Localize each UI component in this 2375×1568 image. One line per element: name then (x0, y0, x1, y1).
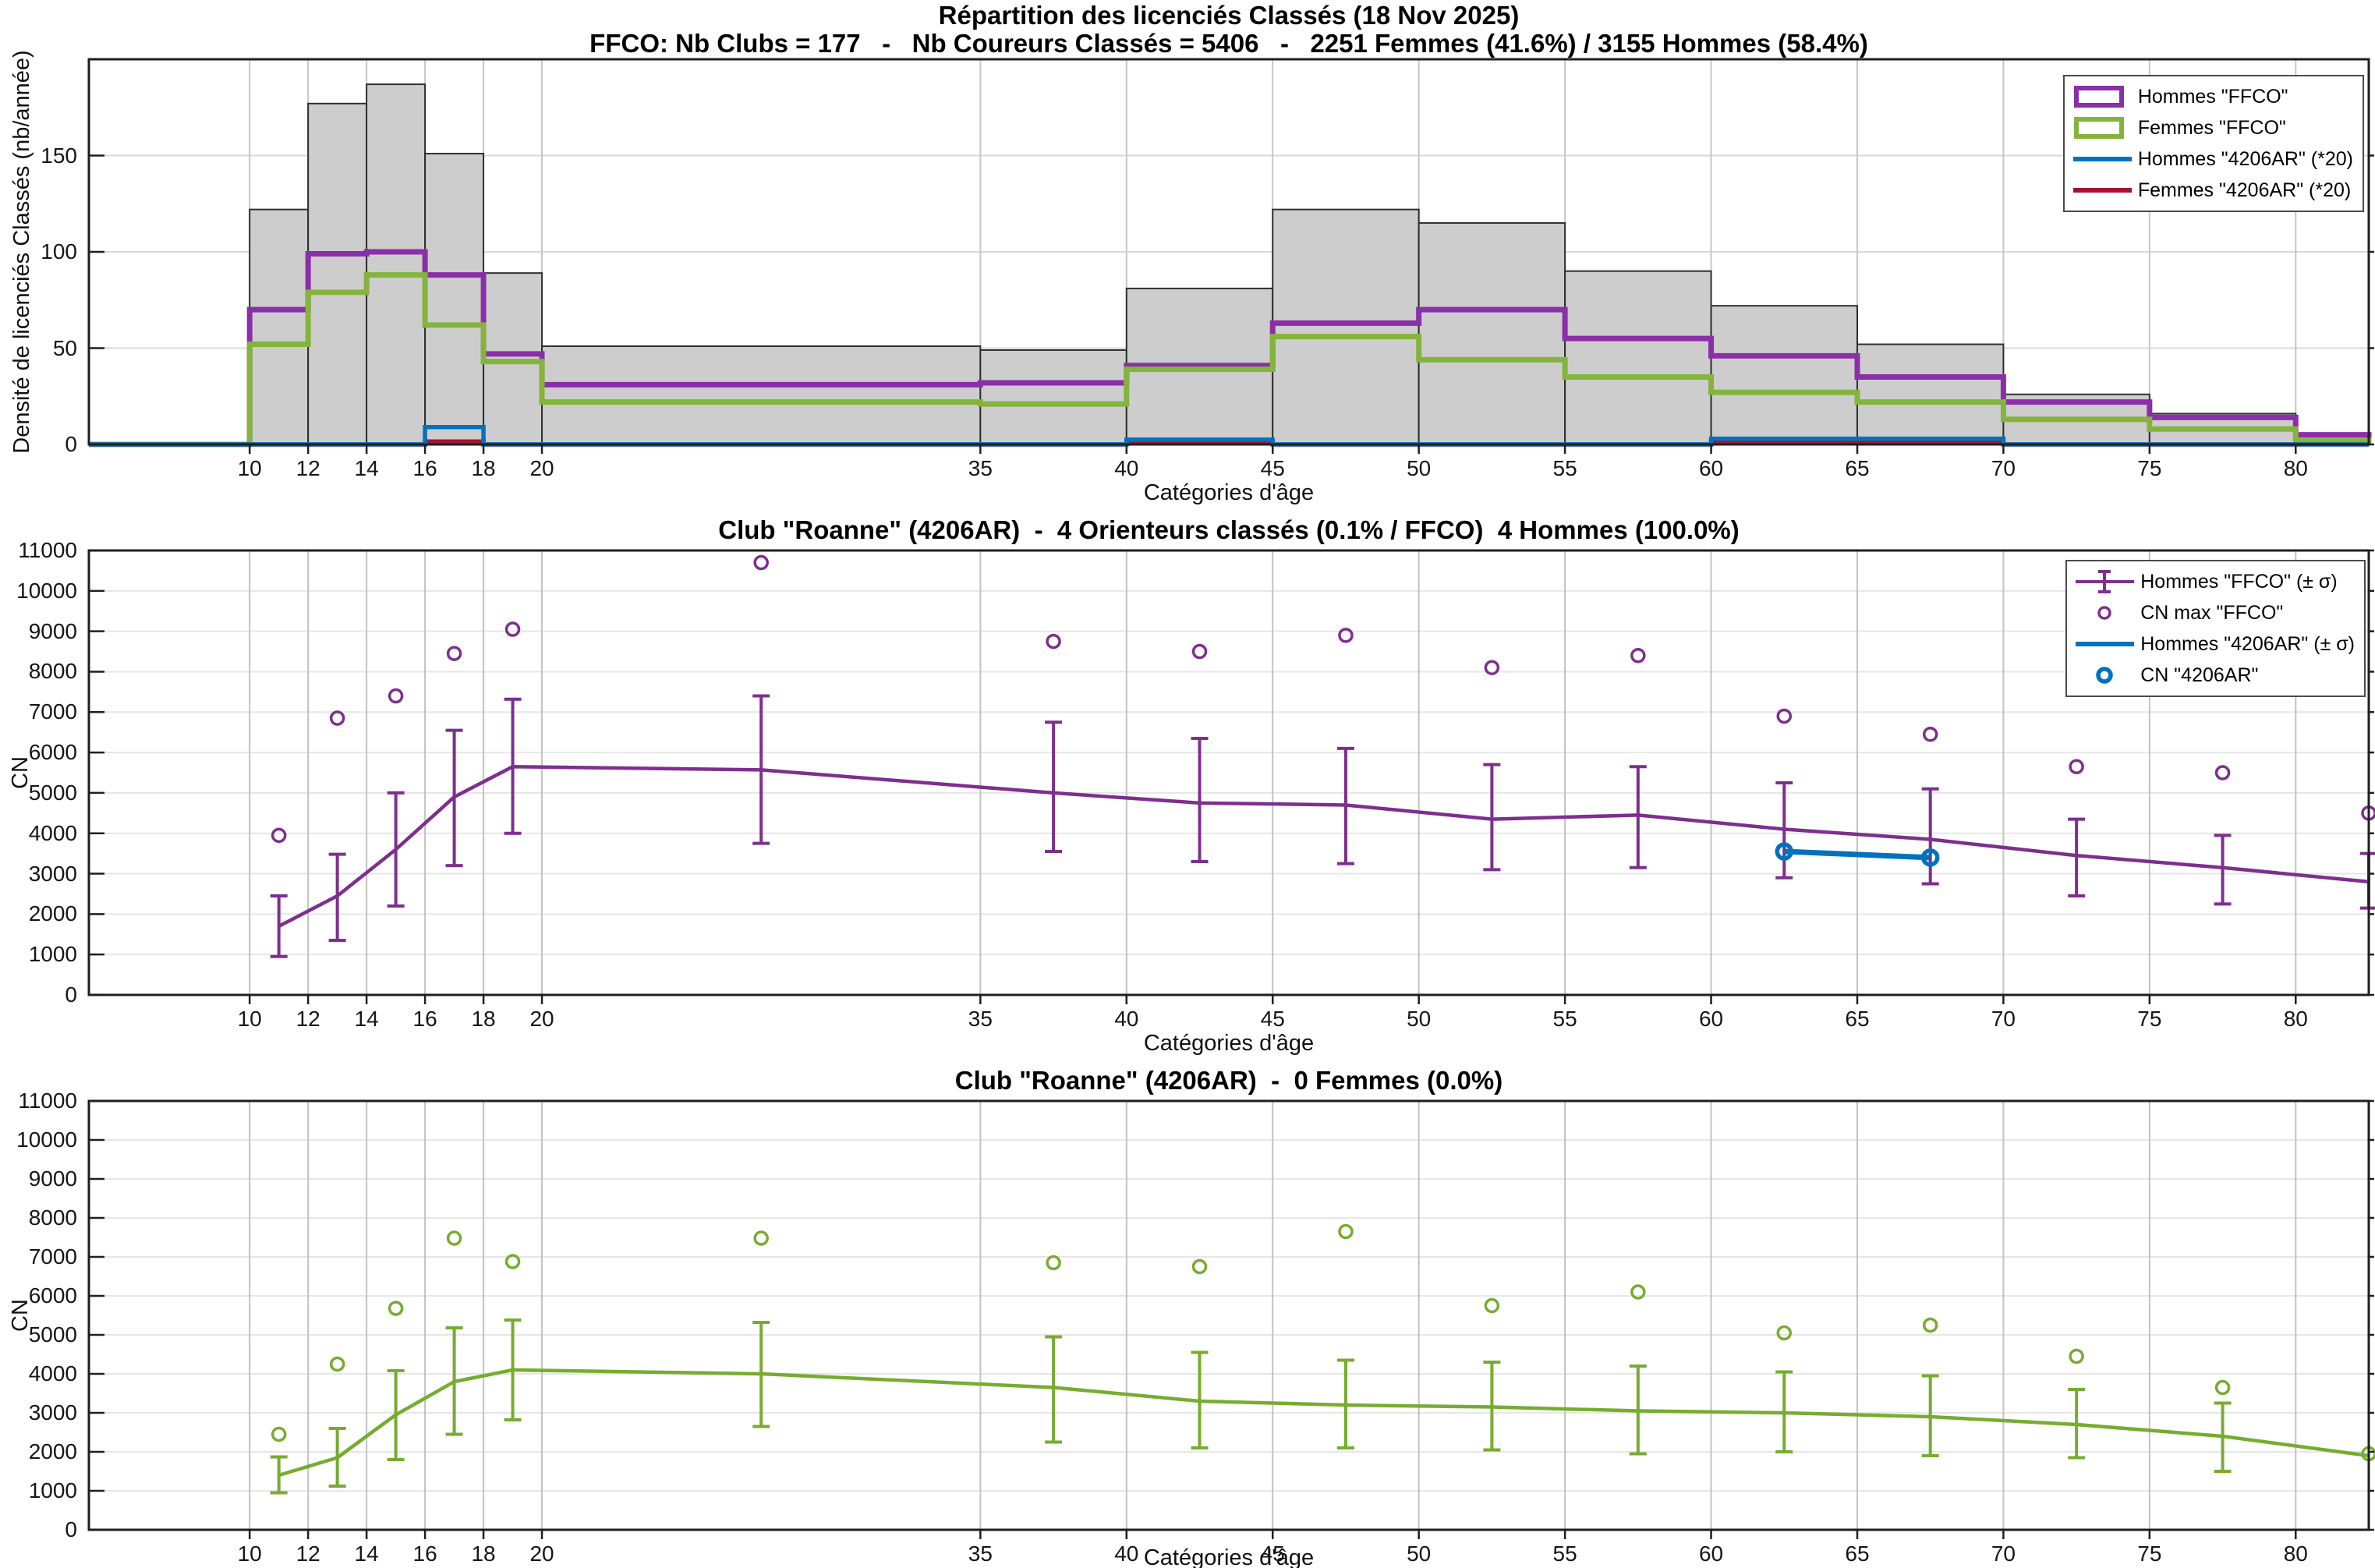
bottom-chart-xlabel: Catégories d'âge (1143, 1545, 1315, 1568)
cn-max-ffco-marker (388, 1301, 404, 1316)
cn-max-ffco-marker (2214, 1379, 2231, 1396)
legend-swatch-errorbar-icon (2076, 570, 2135, 593)
cn-max-ffco-marker (753, 1230, 769, 1246)
middle-chart-title: Club "Roanne" (4206AR) - 4 Orienteurs cl… (718, 515, 1740, 544)
middle-chart-legend: Hommes "FFCO" (± σ) CN max "FFCO" Hommes "… (2065, 560, 2366, 697)
histogram-bar (424, 153, 485, 445)
cn-max-ffco-marker (2214, 765, 2231, 780)
histogram-bar (249, 208, 310, 445)
histogram-bar (483, 272, 543, 446)
legend-item: Femmes "FFCO" (2069, 112, 2353, 143)
histogram-bar (1710, 305, 1858, 445)
cn-max-ffco-marker (1630, 647, 1646, 664)
middle-chart-xlabel: Catégories d'âge (1143, 1031, 1315, 1056)
legend-swatch-line-icon (2076, 642, 2135, 646)
cn-max-ffco-marker (753, 554, 769, 571)
cn-max-ffco-marker (1484, 1297, 1500, 1314)
cn-max-ffco-marker (2069, 1348, 2084, 1364)
cn-max-ffco-marker (1484, 660, 1500, 676)
legend-item: Hommes "FFCO" (± σ) (2072, 566, 2355, 597)
legend-label: Femmes "4206AR" (*20) (2137, 179, 2352, 201)
histogram-bar (1418, 221, 1566, 445)
cn-max-ffco-marker (504, 1254, 521, 1269)
histogram-bar (366, 83, 427, 446)
cn-max-ffco-marker (1046, 633, 1061, 649)
cn-max-ffco-marker (504, 621, 521, 637)
hommes-ffco-line (278, 764, 2370, 928)
legend-swatch-circle-icon (2097, 606, 2111, 620)
legend-label: Hommes "FFCO" (± σ) (2140, 570, 2338, 593)
top-chart-ylabel: Densité de licenciés Classés (nb/année) (9, 50, 34, 454)
legend-swatch-rect-icon (2073, 86, 2124, 108)
histogram-bar (541, 345, 982, 445)
cn-max-ffco-marker (2069, 759, 2084, 774)
legend-item: Hommes "4206AR" (± σ) (2072, 628, 2355, 660)
cn-max-ffco-marker (1046, 1255, 1061, 1271)
top-chart-title-line2: FFCO: Nb Clubs = 177 - Nb Coureurs Class… (589, 29, 1868, 58)
legend-swatch-rect-icon (2073, 117, 2124, 139)
legend-item: Hommes "4206AR" (*20) (2069, 143, 2353, 175)
cn-max-ffco-marker (329, 1356, 345, 1372)
legend-item: CN "4206AR" (2072, 660, 2355, 691)
cn-max-ffco-marker (1922, 727, 1938, 742)
cn-max-ffco-marker (1630, 1284, 1646, 1300)
cn-max-ffco-marker (1776, 1325, 1793, 1341)
cn-max-ffco-marker (1338, 1223, 1354, 1240)
cn-4206ar-marker (1920, 848, 1940, 867)
legend-swatch-line-icon (2072, 188, 2132, 193)
bottom-chart-ylabel: CN (8, 1299, 33, 1332)
histogram-bar (1564, 270, 1712, 446)
legend-swatch-circle-bold-icon (2096, 667, 2113, 684)
middle-chart-ylabel: CN (8, 756, 33, 789)
histogram-bar (1856, 343, 2005, 445)
histogram-bar (979, 349, 1127, 445)
cn-max-ffco-marker (446, 646, 462, 661)
hommes-4206ar-line (1784, 848, 1931, 861)
cn-max-ffco-marker (446, 1230, 462, 1246)
top-chart-legend: Hommes "FFCO" Femmes "FFCO" Hommes "4206AR… (2062, 75, 2364, 212)
histogram-bar (307, 102, 368, 445)
legend-label: CN "4206AR" (2140, 664, 2259, 686)
bottom-chart-title: Club "Roanne" (4206AR) - 0 Femmes (0.0%) (954, 1066, 1503, 1095)
top-chart-title-line1: Répartition des licenciés Classés (18 No… (938, 1, 1520, 30)
cn-max-ffco-marker (271, 827, 287, 844)
legend-item: CN max "FFCO" (2072, 597, 2355, 628)
cn-4206ar-marker (1775, 842, 1794, 861)
legend-item: Femmes "4206AR" (*20) (2069, 175, 2353, 206)
histogram-bar (1272, 208, 1420, 445)
step-series-femmes-ffco (89, 272, 2372, 448)
cn-max-ffco-marker (329, 710, 345, 726)
cn-max-ffco-marker (388, 688, 404, 704)
cn-max-ffco-marker (1191, 1258, 1208, 1275)
legend-label: Hommes "FFCO" (2137, 85, 2288, 108)
legend-swatch-line-icon (2072, 157, 2132, 161)
femmes-ffco-line (278, 1368, 2370, 1478)
top-chart-xlabel: Catégories d'âge (1143, 480, 1315, 505)
legend-item: Hommes "FFCO" (2069, 81, 2353, 112)
legend-label: Hommes "4206AR" (*20) (2137, 147, 2353, 170)
cn-max-ffco-marker (1191, 643, 1208, 660)
legend-label: Femmes "FFCO" (2137, 116, 2286, 139)
cn-max-ffco-marker (1776, 708, 1793, 724)
legend-label: CN max "FFCO" (2140, 601, 2284, 624)
axes-frame (87, 549, 2370, 996)
axes-frame (87, 1099, 2370, 1531)
cn-max-ffco-marker (271, 1426, 287, 1442)
cn-max-ffco-marker (1338, 628, 1354, 643)
cn-max-ffco-marker (1922, 1317, 1938, 1333)
legend-label: Hommes "4206AR" (± σ) (2140, 632, 2355, 655)
